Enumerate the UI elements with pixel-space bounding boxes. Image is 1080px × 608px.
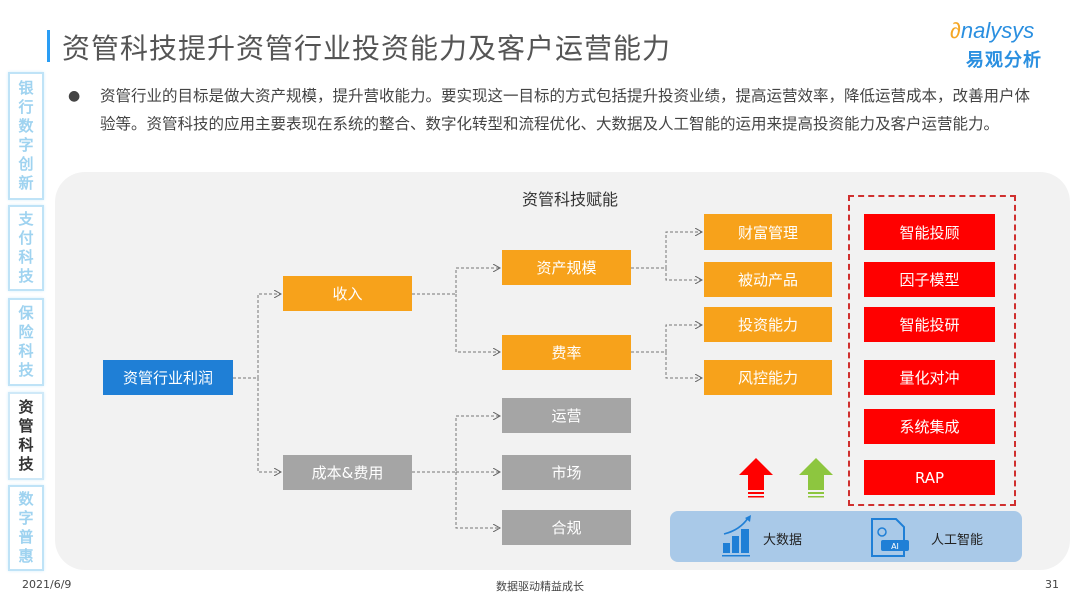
tab-char: 科: [18, 436, 34, 454]
page-number: 31: [1045, 578, 1059, 591]
foundation-bar: [670, 511, 1022, 562]
tab-char: 技: [18, 267, 34, 285]
tech-box: 量化对冲: [864, 360, 995, 395]
tech-group-frame: [848, 195, 1016, 506]
tech-box: 智能投顾: [864, 214, 995, 250]
ai-document-icon: AI: [871, 518, 909, 557]
root-profit-box: 资管行业利润: [103, 360, 233, 395]
tab-char: 管: [18, 417, 34, 435]
passive-product-box: 被动产品: [704, 262, 832, 297]
ai-label: 人工智能: [931, 533, 984, 548]
svg-text:AI: AI: [891, 542, 899, 551]
tab-char: 付: [18, 229, 34, 247]
tab-char: 科: [18, 342, 34, 360]
green-up-arrow-icon: [799, 458, 833, 498]
tech-box: 因子模型: [864, 262, 995, 297]
wealth-mgmt-box: 财富管理: [704, 214, 832, 250]
invest-ability-box: 投资能力: [704, 307, 832, 342]
tab-char: 资: [18, 398, 34, 416]
asset-scale-box: 资产规模: [502, 250, 631, 285]
bar-chart-growth-icon: [722, 515, 751, 557]
title-accent-bar: [47, 30, 50, 62]
tab-char: 银: [18, 79, 34, 97]
sidebar-tab-payment[interactable]: 支付科技: [8, 205, 44, 291]
tab-char: 技: [18, 361, 34, 379]
logo-cn: 易观分析: [966, 50, 1042, 71]
tab-char: 保: [18, 304, 34, 322]
intro-paragraph: 资管行业的目标是做大资产规模，提升营收能力。要实现这一目标的方式包括提升投资业绩…: [100, 87, 1031, 133]
tab-char: 科: [18, 248, 34, 266]
tab-char: 普: [18, 528, 34, 546]
tab-char: 数: [18, 117, 34, 135]
operation-box: 运营: [502, 398, 631, 433]
footer-date: 2021/6/9: [22, 578, 72, 591]
tab-char: 技: [18, 455, 34, 473]
red-up-arrow-icon: [739, 458, 773, 498]
tab-char: 字: [18, 509, 34, 527]
bullet-icon: ●: [68, 88, 81, 104]
risk-ability-box: 风控能力: [704, 360, 832, 395]
tab-char: 惠: [18, 547, 34, 565]
tab-char: 数: [18, 490, 34, 508]
tech-box: 系统集成: [864, 409, 995, 444]
tab-char: 支: [18, 210, 34, 228]
logo: ∂nalysys: [950, 18, 1035, 43]
sidebar-tab-insurance[interactable]: 保险科技: [8, 298, 44, 386]
fee-rate-box: 费率: [502, 335, 631, 370]
cost-box: 成本&费用: [283, 455, 412, 490]
compliance-box: 合规: [502, 510, 631, 545]
market-box: 市场: [502, 455, 631, 490]
income-box: 收入: [283, 276, 412, 311]
tab-char: 行: [18, 98, 34, 116]
sidebar-tab-bank[interactable]: 银行数字创新: [8, 72, 44, 200]
sidebar-tab-inclusive[interactable]: 数字普惠: [8, 485, 44, 571]
footer-slogan: 数据驱动精益成长: [496, 580, 584, 593]
tab-char: 字: [18, 136, 34, 154]
page-title: 资管科技提升资管行业投资能力及客户运营能力: [62, 32, 672, 65]
sidebar-tab-asset-mgmt[interactable]: 资管科技: [8, 392, 44, 480]
big-data-label: 大数据: [763, 533, 803, 548]
tab-char: 新: [18, 174, 34, 192]
diagram-title: 资管科技赋能: [521, 190, 618, 209]
tech-box: RAP: [864, 460, 995, 495]
tab-char: 创: [18, 155, 34, 173]
tab-char: 险: [18, 323, 34, 341]
tech-box: 智能投研: [864, 307, 995, 342]
